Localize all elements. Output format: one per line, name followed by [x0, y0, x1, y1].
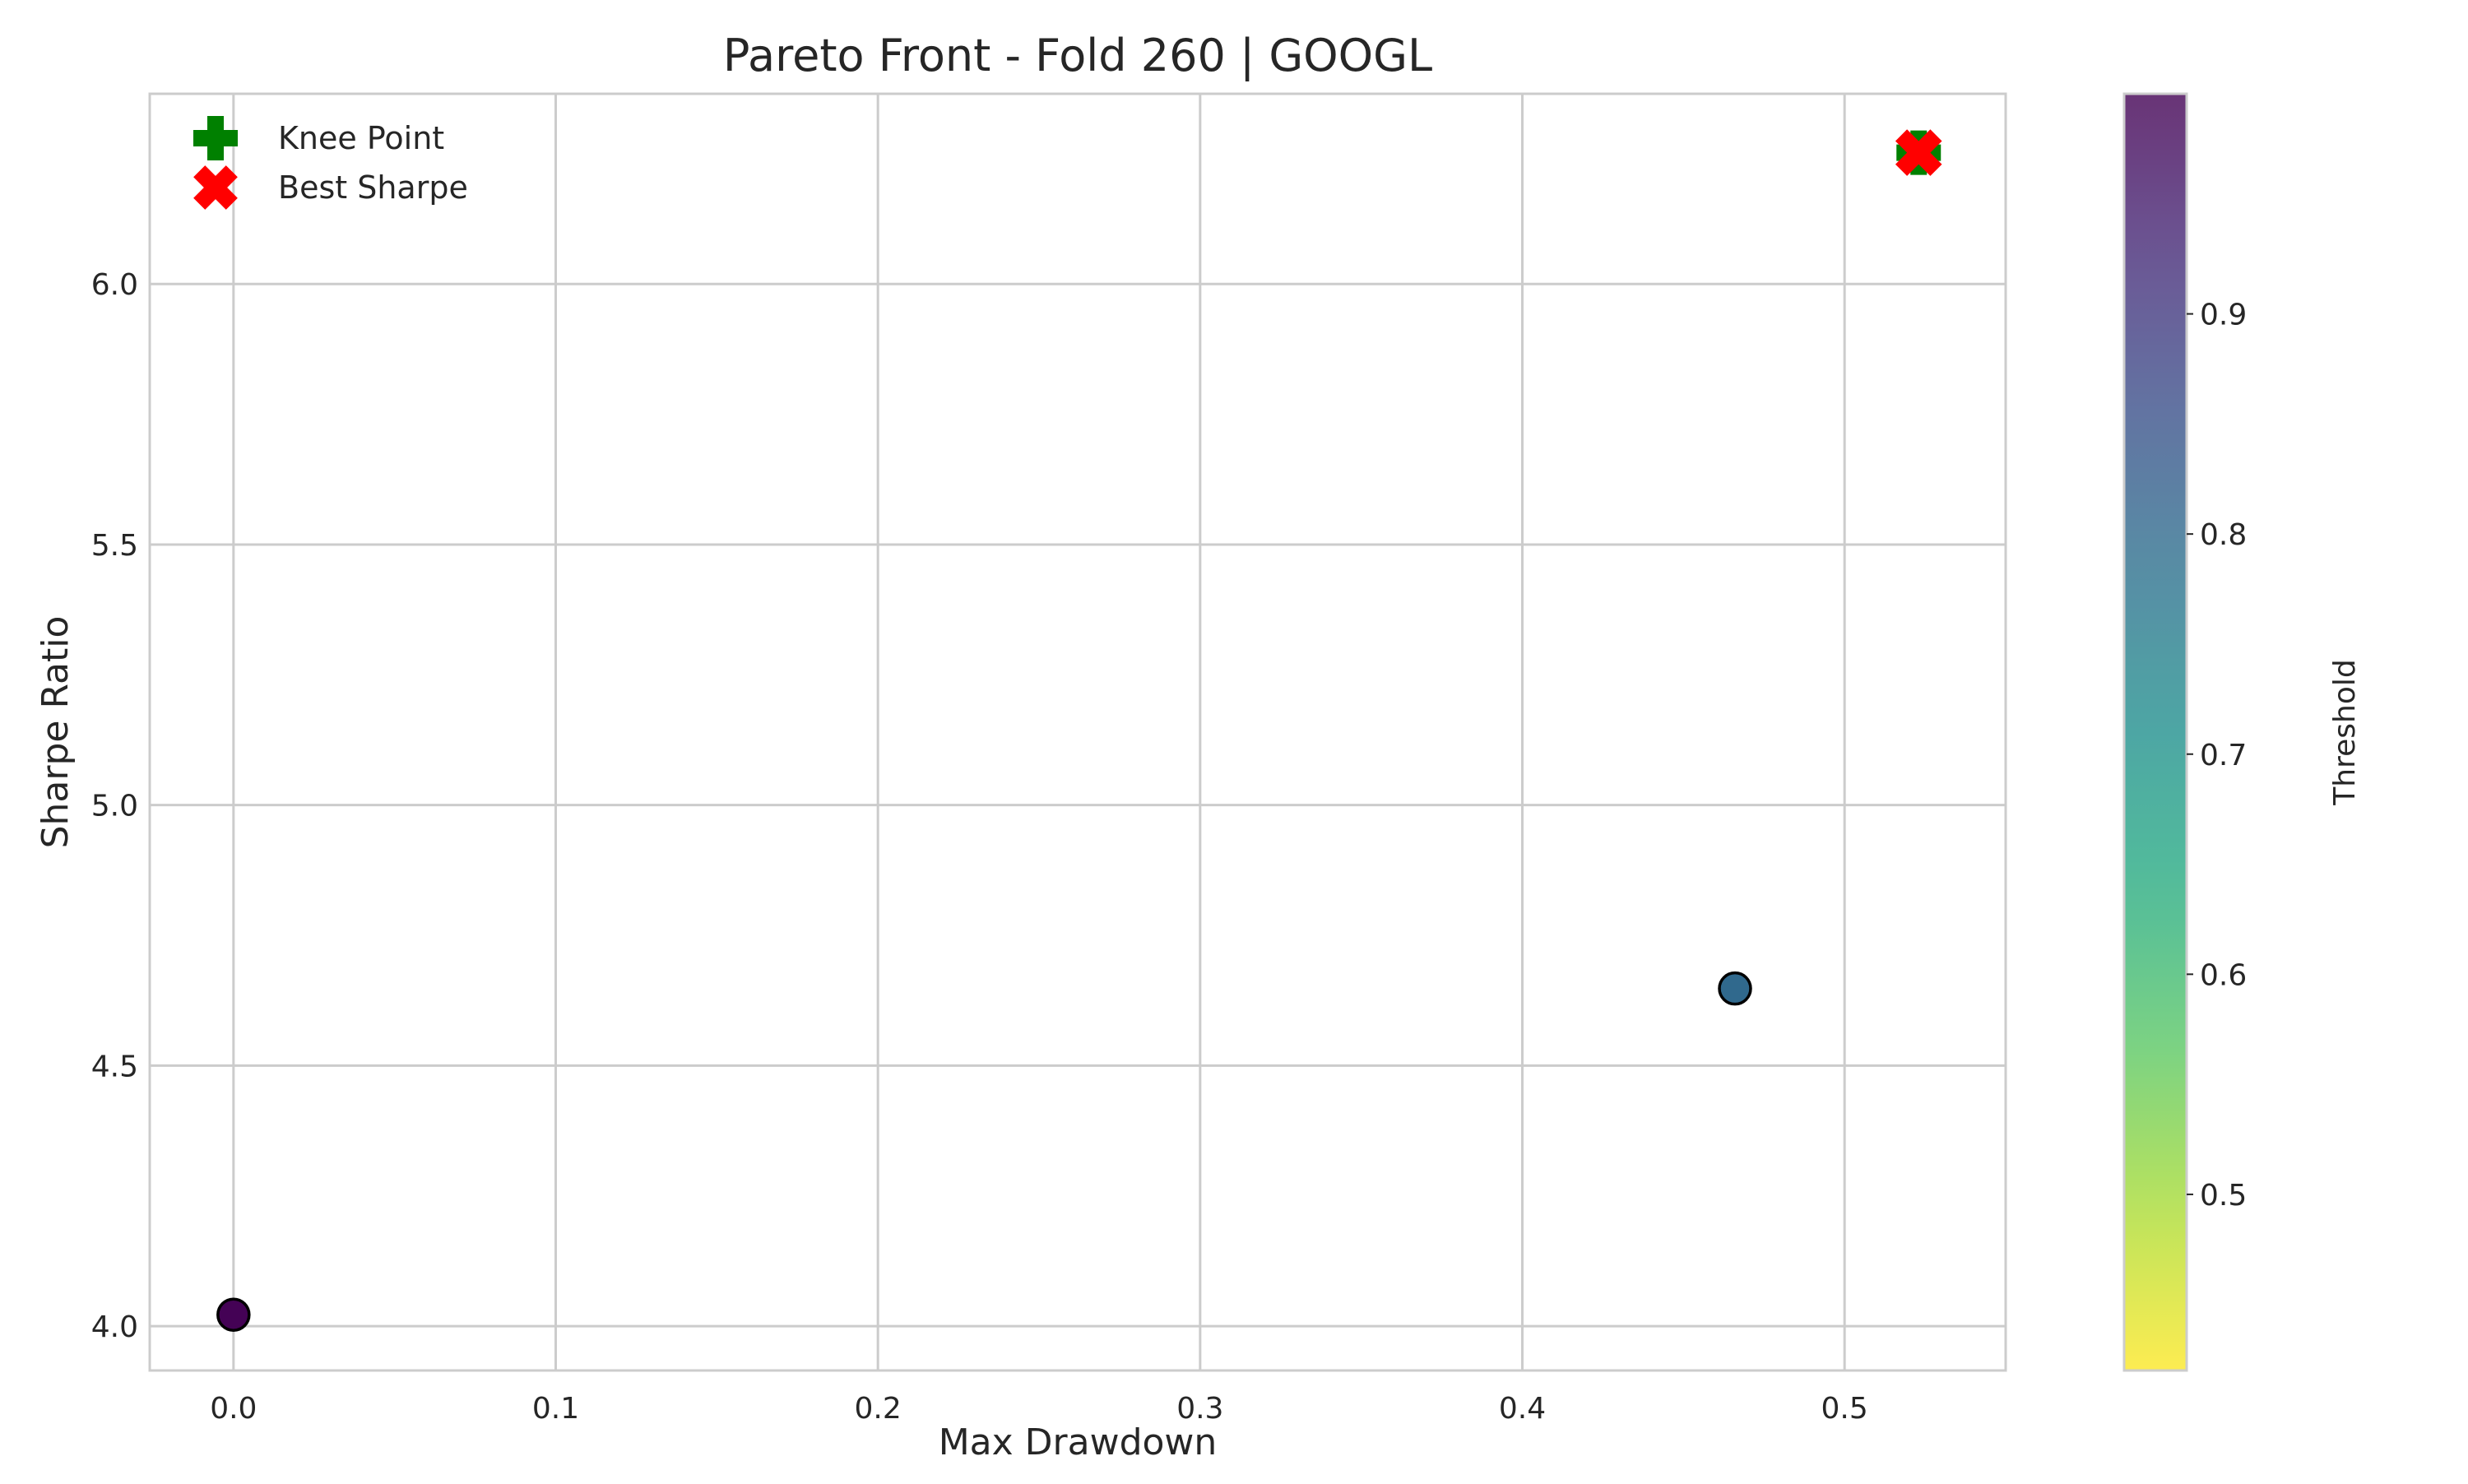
legend-knee-point-icon [193, 116, 238, 160]
x-axis-label: Max Drawdown [939, 1421, 1218, 1463]
grid-lines [150, 94, 2006, 1370]
colorbar-tick-label: 0.5 [2200, 1179, 2247, 1213]
y-tick-label: 4.0 [91, 1310, 138, 1344]
colorbar: 0.5 0.6 0.7 0.8 0.9 [2122, 92, 2247, 1372]
x-tick-label: 0.0 [210, 1392, 257, 1426]
y-tick-label: 4.5 [91, 1050, 138, 1083]
x-tick-label: 0.5 [1821, 1392, 1868, 1426]
colorbar-tick-label: 0.7 [2200, 739, 2247, 772]
chart-title: Pareto Front - Fold 260 | GOOGL [723, 30, 1432, 81]
legend-knee-point-label: Knee Point [278, 120, 444, 156]
x-tick-label: 0.2 [855, 1392, 902, 1426]
colorbar-gradient [2122, 92, 2188, 1372]
y-tick-label: 5.5 [91, 529, 138, 563]
x-tick-label: 0.3 [1176, 1392, 1223, 1426]
colorbar-tick-label: 0.9 [2200, 299, 2247, 332]
scatter-point [1718, 971, 1752, 1006]
y-axis-label: Sharpe Ratio [35, 616, 77, 849]
y-tick-label: 5.0 [91, 790, 138, 823]
colorbar-label: Threshold [2328, 659, 2362, 805]
best-sharpe-marker [1895, 129, 1942, 176]
legend: Knee Point Best Sharpe [193, 116, 468, 210]
x-tick-label: 0.1 [532, 1392, 579, 1426]
colorbar-tick-label: 0.8 [2200, 518, 2247, 552]
legend-best-sharpe-icon [193, 165, 238, 210]
plot-area-frame [148, 92, 2007, 1372]
x-tick-label: 0.4 [1499, 1392, 1546, 1426]
colorbar-tick-label: 0.6 [2200, 958, 2247, 992]
scatter-point [216, 1297, 251, 1332]
highlight-markers [1895, 129, 1942, 176]
x-axis-ticks: 0.0 0.1 0.2 0.3 0.4 0.5 [210, 1392, 1868, 1426]
y-tick-label: 6.0 [91, 268, 138, 302]
legend-best-sharpe-label: Best Sharpe [278, 169, 468, 206]
y-axis-ticks: 4.0 4.5 5.0 5.5 6.0 [91, 268, 138, 1344]
